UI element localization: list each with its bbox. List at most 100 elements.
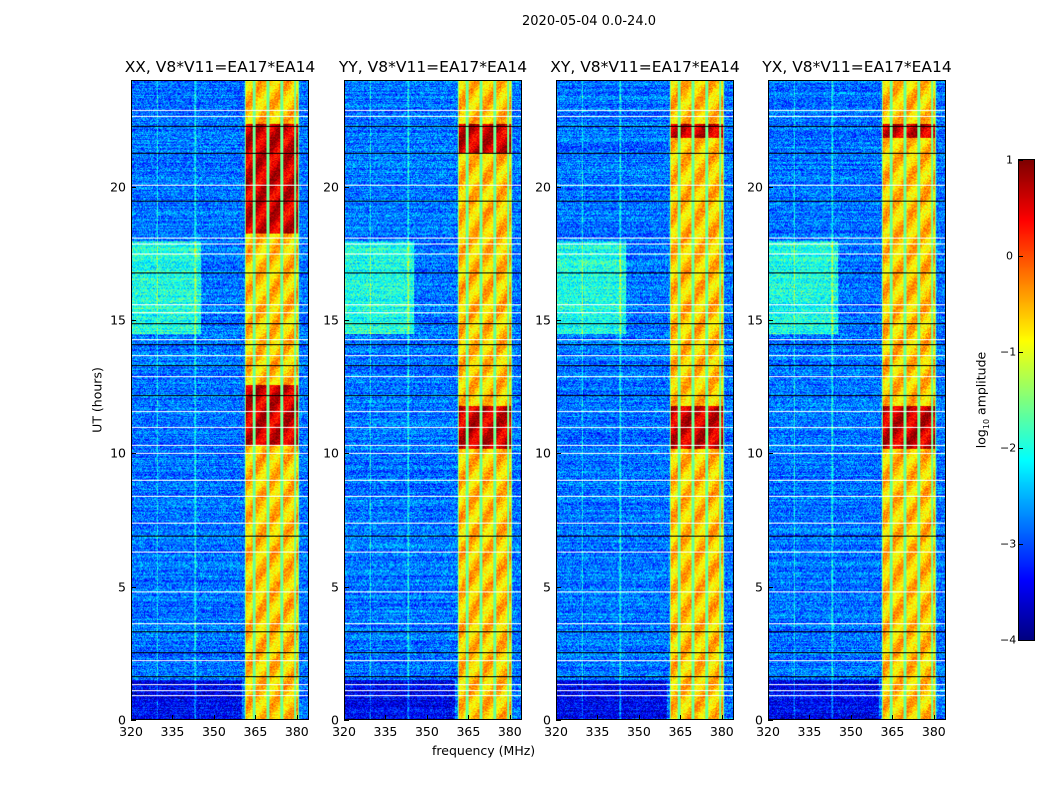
x-tick-mark — [768, 715, 769, 720]
x-axis-label: frequency (MHz) — [432, 743, 536, 758]
heatmap-panel — [131, 80, 309, 720]
x-tick-mark — [255, 715, 257, 720]
x-tick-mark — [721, 715, 723, 720]
y-tick-label: 0 — [118, 712, 126, 728]
y-tick-label: 10 — [535, 445, 551, 461]
x-tick-mark — [385, 715, 387, 720]
y-tick-label: 5 — [118, 579, 126, 595]
x-tick-mark — [131, 715, 132, 720]
y-tick-label: 5 — [755, 579, 763, 595]
y-tick-label: 15 — [535, 312, 551, 328]
panel-title: XX, V8*V11=EA17*EA14 — [124, 58, 316, 76]
colorbar-tick-label: −2 — [1000, 441, 1017, 455]
x-tick-label: 335 — [585, 724, 610, 739]
y-tick-label: 10 — [110, 445, 126, 461]
x-tick-label: 335 — [797, 724, 822, 739]
colorbar-tick-label: −4 — [1000, 633, 1017, 647]
y-tick-label: 20 — [110, 179, 126, 195]
heatmap-panel — [344, 80, 522, 720]
x-tick-label: 320 — [756, 724, 780, 739]
colorbar-tick-mark — [1019, 160, 1023, 161]
x-tick-label: 380 — [921, 724, 946, 739]
panel-title: XY, V8*V11=EA17*EA14 — [550, 58, 740, 76]
x-tick-mark — [426, 715, 428, 720]
y-tick-mark — [768, 720, 773, 721]
y-tick-label: 0 — [755, 712, 763, 728]
y-tick-mark — [344, 320, 349, 321]
colorbar-tick-mark — [1019, 640, 1023, 641]
x-tick-mark — [892, 715, 894, 720]
y-tick-mark — [556, 586, 561, 588]
y-tick-mark — [344, 186, 349, 188]
colorbar-tick-mark — [1019, 544, 1023, 545]
x-tick-label: 380 — [709, 724, 734, 739]
y-tick-mark — [131, 453, 136, 455]
y-tick-label: 5 — [331, 579, 339, 595]
colorbar-label: log10 amplitude — [973, 351, 991, 449]
x-tick-mark — [597, 715, 599, 720]
y-tick-label: 10 — [747, 445, 763, 461]
y-tick-mark — [344, 586, 349, 588]
x-tick-label: 320 — [332, 724, 356, 739]
y-tick-mark — [768, 586, 773, 588]
colorbar — [1018, 159, 1035, 641]
heatmap-panel — [768, 80, 946, 720]
y-tick-label: 10 — [323, 445, 339, 461]
y-tick-mark — [768, 186, 773, 188]
x-tick-label: 350 — [838, 724, 863, 739]
x-tick-mark — [680, 715, 682, 720]
x-tick-label: 335 — [373, 724, 398, 739]
x-tick-mark — [296, 715, 298, 720]
x-tick-label: 380 — [497, 724, 522, 739]
colorbar-tick-label: −1 — [1000, 345, 1017, 359]
y-tick-mark — [131, 186, 136, 188]
x-tick-mark — [468, 715, 470, 720]
colorbar-tick-mark — [1019, 448, 1023, 449]
x-tick-mark — [933, 715, 935, 720]
x-tick-mark — [638, 715, 640, 720]
x-tick-label: 350 — [626, 724, 651, 739]
x-tick-label: 365 — [880, 724, 905, 739]
y-tick-mark — [556, 320, 561, 321]
y-tick-label: 15 — [110, 312, 126, 328]
colorbar-tick-label: 0 — [1006, 249, 1013, 263]
x-tick-label: 320 — [119, 724, 143, 739]
y-tick-mark — [131, 720, 136, 721]
x-tick-label: 350 — [201, 724, 226, 739]
x-tick-mark — [556, 715, 557, 720]
y-tick-label: 20 — [747, 179, 763, 195]
colorbar-tick-label: 1 — [1006, 153, 1013, 167]
y-tick-mark — [556, 453, 561, 455]
panel-title: YY, V8*V11=EA17*EA14 — [338, 58, 528, 76]
y-tick-label: 0 — [543, 712, 551, 728]
y-tick-mark — [344, 720, 349, 721]
x-tick-mark — [344, 715, 345, 720]
y-tick-mark — [768, 453, 773, 455]
y-tick-label: 15 — [747, 312, 763, 328]
x-tick-label: 320 — [544, 724, 568, 739]
x-tick-mark — [509, 715, 511, 720]
x-tick-label: 365 — [668, 724, 693, 739]
colorbar-tick-mark — [1019, 352, 1023, 353]
y-tick-label: 15 — [323, 312, 339, 328]
y-tick-mark — [131, 586, 136, 588]
x-tick-mark — [172, 715, 174, 720]
y-tick-mark — [556, 720, 561, 721]
colorbar-tick-label: −3 — [1000, 537, 1017, 551]
y-tick-label: 0 — [331, 712, 339, 728]
x-tick-mark — [809, 715, 811, 720]
x-tick-label: 365 — [456, 724, 481, 739]
y-tick-mark — [344, 453, 349, 455]
y-tick-label: 20 — [535, 179, 551, 195]
colorbar-tick-mark — [1019, 256, 1023, 257]
y-tick-mark — [556, 186, 561, 188]
y-tick-label: 20 — [323, 179, 339, 195]
x-tick-mark — [850, 715, 852, 720]
x-tick-label: 335 — [160, 724, 185, 739]
y-tick-label: 5 — [543, 579, 551, 595]
heatmap-panel — [556, 80, 734, 720]
figure-title: 2020-05-04 0.0-24.0 — [522, 14, 656, 29]
x-tick-mark — [213, 715, 215, 720]
panel-title: YX, V8*V11=EA17*EA14 — [762, 58, 952, 76]
